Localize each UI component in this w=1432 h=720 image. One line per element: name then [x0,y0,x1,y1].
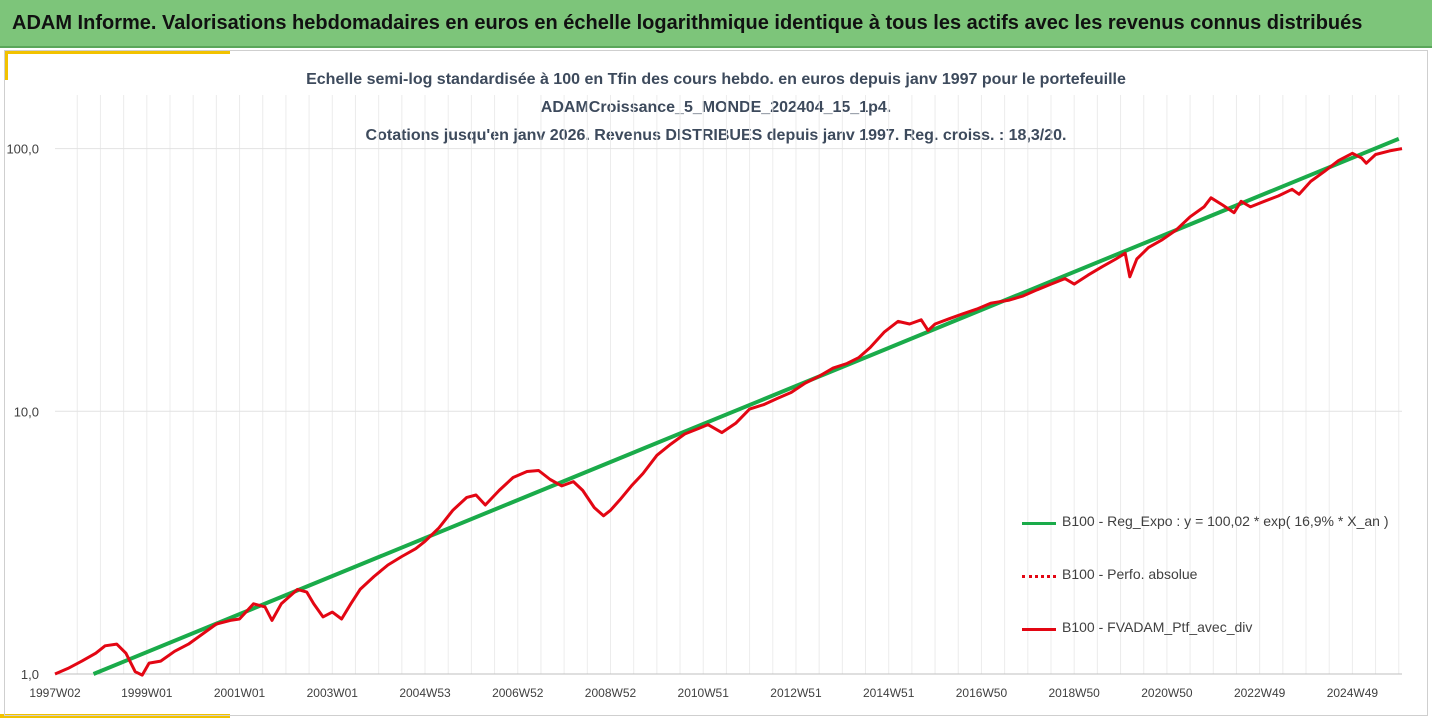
accent-bar-left [4,50,8,80]
accent-bar-bottom [0,714,230,718]
y-tick-label: 100,0 [6,142,39,157]
legend-swatch-perfo-absolue [1022,575,1056,578]
x-tick-label: 1997W02 [29,686,81,700]
x-tick-label: 2001W01 [214,686,266,700]
x-tick-label: 2020W50 [1141,686,1193,700]
accent-bar-top [4,50,230,54]
header-banner: ADAM Informe. Valorisations hebdomadaire… [0,0,1432,48]
x-tick-label: 2004W53 [399,686,451,700]
x-tick-label: 2006W52 [492,686,544,700]
legend-label-portfolio: B100 - FVADAM_Ptf_avec_div [1062,619,1253,635]
x-tick-label: 2024W49 [1327,686,1379,700]
legend-label-regression: B100 - Reg_Expo : y = 100,02 * exp( 16,9… [1062,513,1389,529]
legend-label-perfo-absolue: B100 - Perfo. absolue [1062,566,1198,582]
x-tick-label: 2012W51 [770,686,822,700]
x-tick-label: 2003W01 [307,686,359,700]
chart-frame [4,50,1428,716]
x-tick-label: 2010W51 [678,686,730,700]
portfolio-line [54,147,1403,677]
x-tick-label: 2016W50 [956,686,1008,700]
x-tick-label: 2018W50 [1048,686,1100,700]
y-tick-label: 10,0 [14,404,39,419]
report-title: ADAM Informe. Valorisations hebdomadaire… [12,12,1363,34]
legend-swatch-regression [1022,522,1056,525]
x-tick-label: 2008W52 [585,686,637,700]
chart-title-line-1: Echelle semi-log standardisée à 100 en T… [306,71,1126,88]
x-tick-label: 2022W49 [1234,686,1286,700]
legend-swatch-portfolio [1022,628,1056,631]
chart-title-line-2: ADAMCroissance_5_MONDE_202404_15_1p4. [540,99,892,116]
x-tick-label: 2014W51 [863,686,915,700]
x-tick-label: 1999W01 [121,686,173,700]
y-tick-label: 1,0 [21,667,39,682]
regression-line [92,136,1400,676]
